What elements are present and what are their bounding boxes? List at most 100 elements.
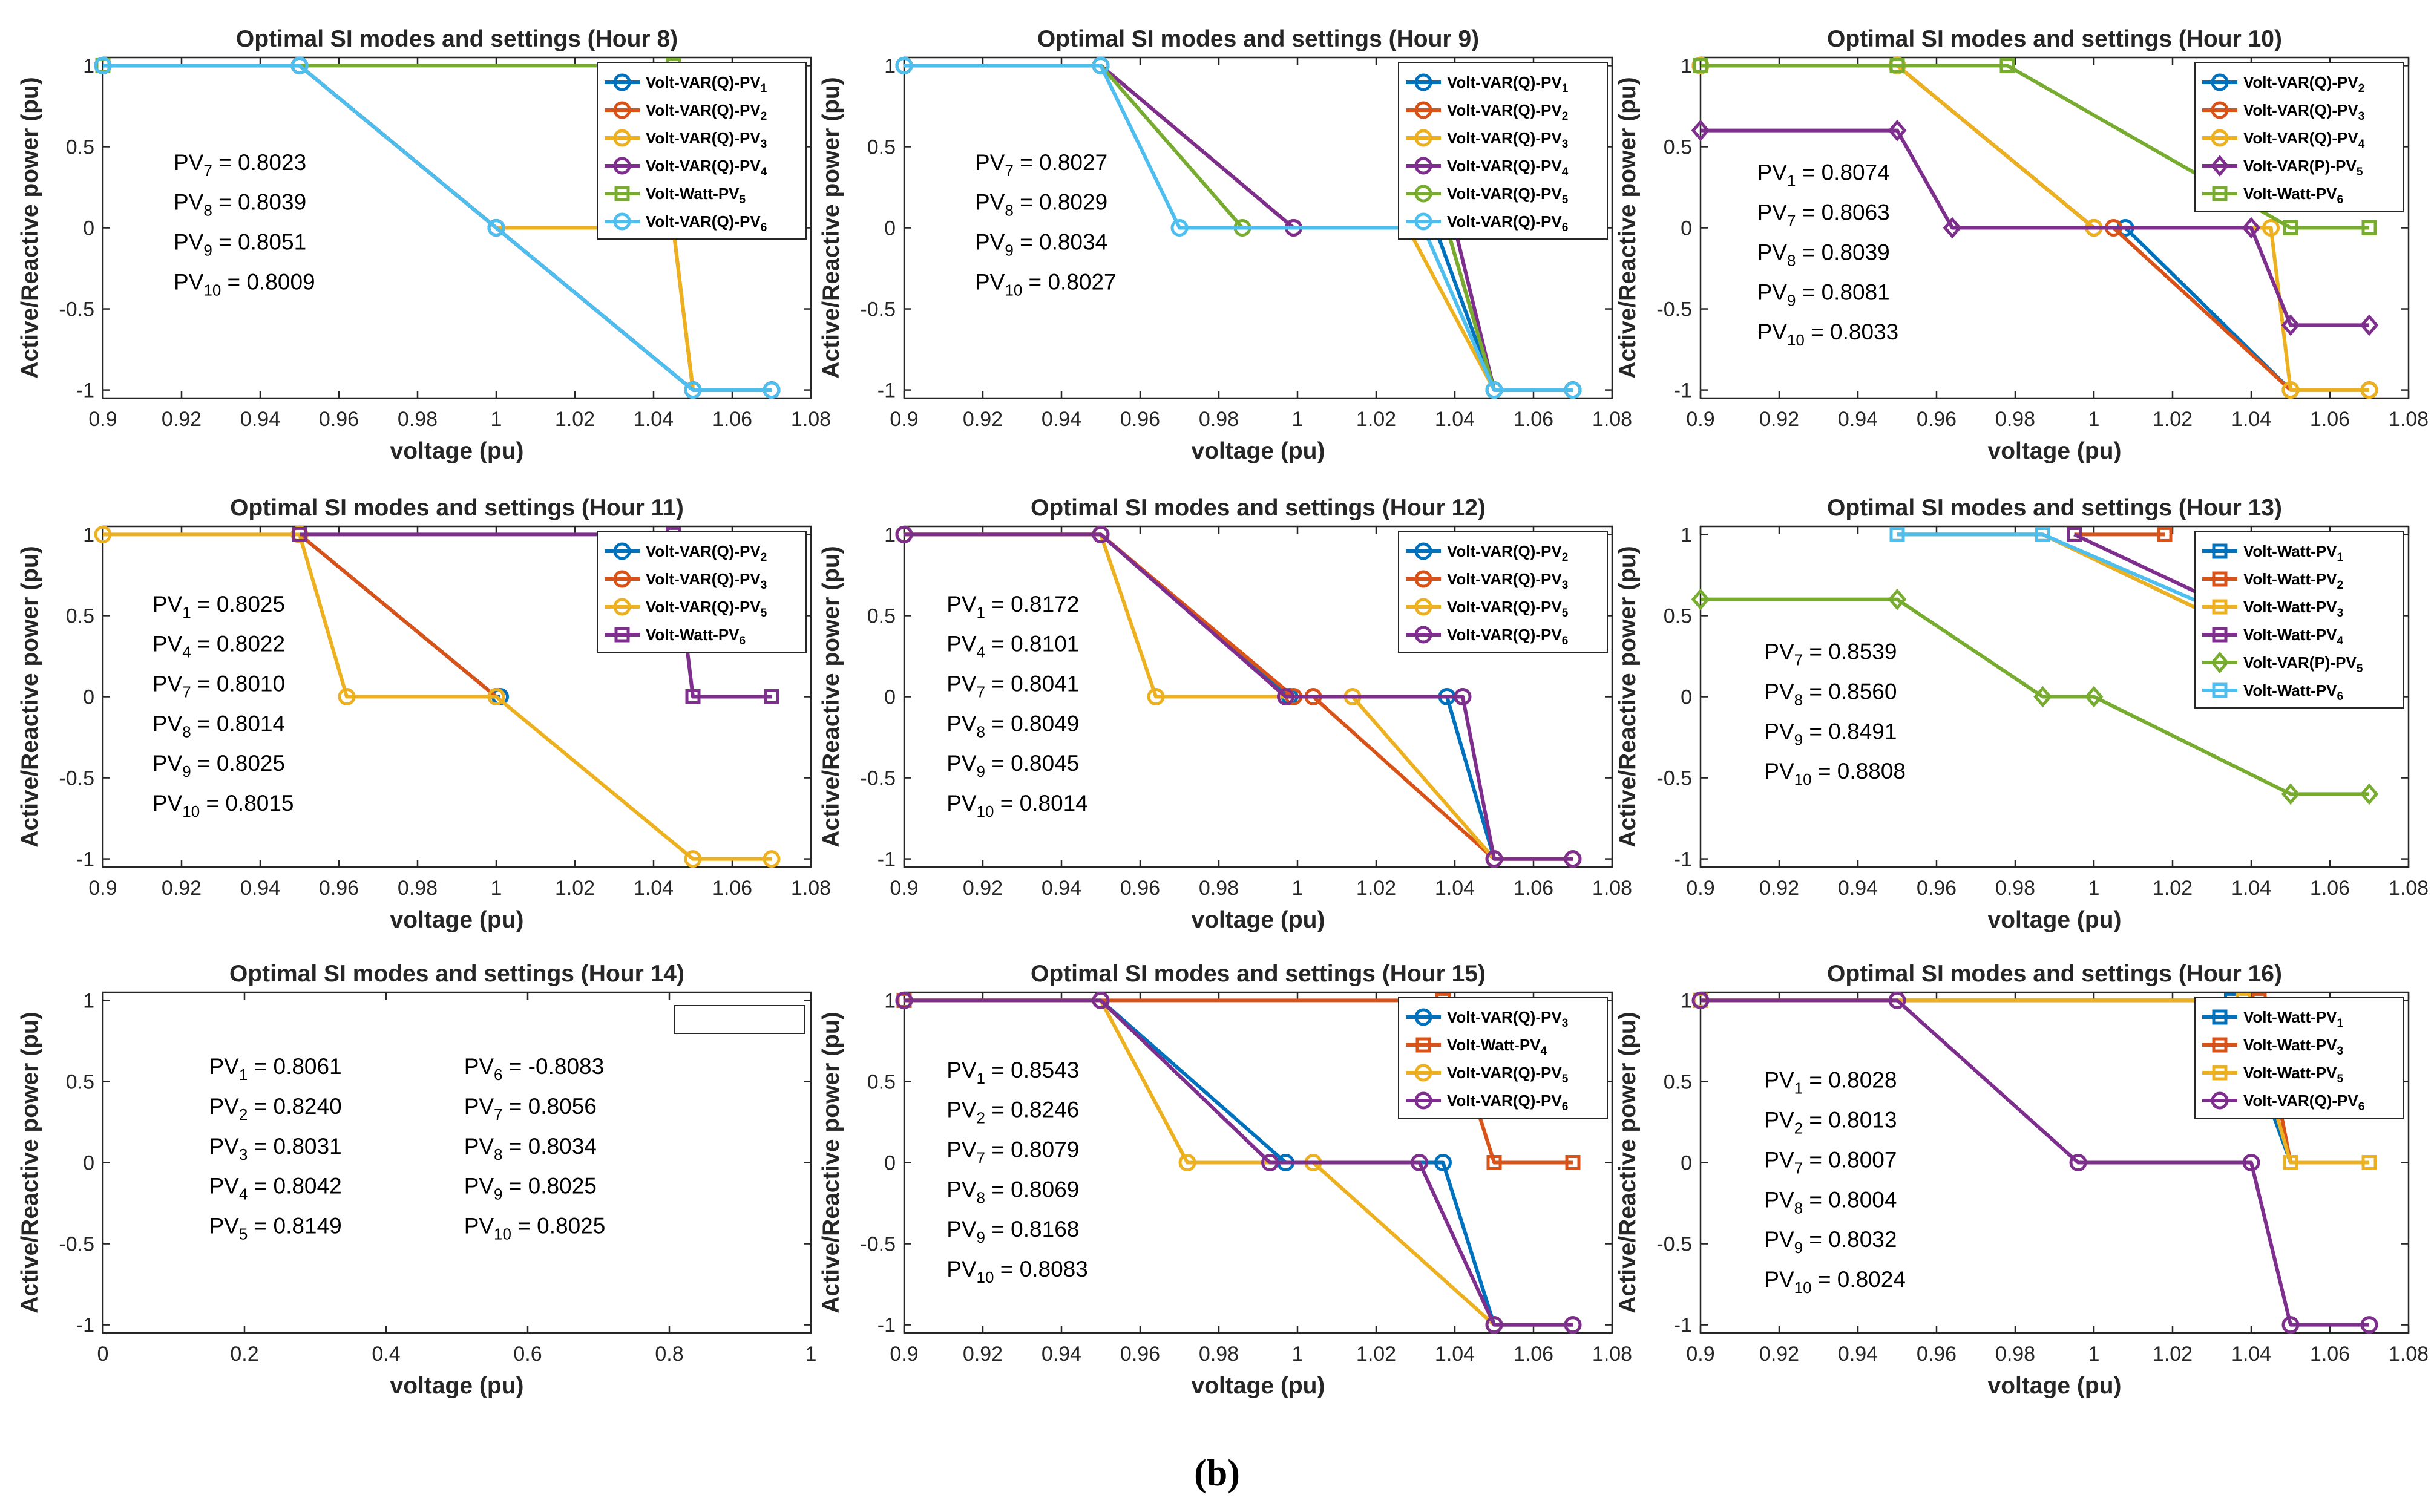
legend-swatch-marker bbox=[1414, 570, 1432, 588]
y-axis-label: Active/Reactive power (pu) bbox=[1615, 77, 1641, 378]
data-point bbox=[763, 850, 781, 868]
legend-entry: Volt-VAR(Q)-PV4 bbox=[2243, 129, 2365, 151]
x-tick-label: 0.96 bbox=[1120, 408, 1160, 431]
legend-entry: Volt-Watt-PV6 bbox=[2243, 681, 2343, 703]
legend-swatch-marker bbox=[1414, 73, 1432, 91]
legend-entry: Volt-VAR(Q)-PV3 bbox=[2243, 101, 2364, 123]
legend-entry: Volt-VAR(Q)-PV5 bbox=[1447, 598, 1569, 620]
x-tick-label: 1.08 bbox=[2389, 877, 2429, 900]
x-tick-label: 0.92 bbox=[963, 877, 1003, 900]
legend-swatch-marker bbox=[2210, 155, 2229, 177]
data-point bbox=[685, 689, 701, 704]
legend-swatch-marker bbox=[613, 73, 631, 91]
legend-entry: Volt-Watt-PV3 bbox=[2243, 1036, 2343, 1058]
plot-area bbox=[102, 991, 812, 1334]
pv-annotation: PV9 = 0.8032 bbox=[1764, 1227, 1897, 1257]
pv-annotation: PV2 = 0.8013 bbox=[1764, 1108, 1897, 1137]
chart-panel-1: Optimal SI modes and settings (Hour 8) 0.… bbox=[17, 26, 831, 464]
pv-annotation: PV7 = 0.8041 bbox=[946, 671, 1079, 701]
data-point bbox=[895, 991, 913, 1009]
legend-swatch-marker bbox=[1414, 157, 1432, 175]
x-tick-label: 0.92 bbox=[963, 408, 1003, 431]
series-line-volt-var-q-pv6 bbox=[904, 998, 1573, 1327]
y-tick-label: -0.5 bbox=[59, 298, 94, 321]
x-axis-label: voltage (pu) bbox=[1988, 438, 2122, 464]
legend: Volt-Watt-PV1 Volt-Watt-PV2 Volt-Watt-PV3 V… bbox=[2194, 531, 2404, 709]
legend-entry: Volt-VAR(Q)-PV2 bbox=[646, 542, 767, 564]
x-tick-label: 0.94 bbox=[240, 877, 280, 900]
y-tick-label: -0.5 bbox=[59, 1233, 94, 1256]
pv-annotation: PV8 = 0.8039 bbox=[174, 190, 306, 220]
legend-entry: Volt-VAR(Q)-PV6 bbox=[646, 212, 767, 234]
data-point bbox=[1485, 1316, 1503, 1334]
x-axis-label: voltage (pu) bbox=[390, 438, 524, 464]
series-line-volt-var-q-pv6 bbox=[904, 532, 1573, 861]
legend-swatch-marker bbox=[2212, 1065, 2228, 1081]
x-tick-label: 1.04 bbox=[2231, 1343, 2271, 1366]
legend-swatch-marker bbox=[2211, 101, 2229, 119]
legend-swatch-marker bbox=[613, 101, 631, 119]
x-tick-label: 1.08 bbox=[1592, 1343, 1632, 1366]
x-tick-label: 0.2 bbox=[230, 1343, 258, 1366]
y-tick-label: 0 bbox=[884, 217, 896, 240]
x-tick-label: 1.04 bbox=[1435, 1343, 1475, 1366]
y-axis-label: Active/Reactive power (pu) bbox=[1615, 546, 1641, 847]
pv-annotation: PV3 = 0.8031 bbox=[209, 1134, 342, 1163]
x-tick-label: 1.04 bbox=[634, 408, 674, 431]
legend-entry: Volt-Watt-PV1 bbox=[2243, 1008, 2344, 1030]
y-tick-label: -1 bbox=[877, 1314, 896, 1337]
x-tick-label: 1.06 bbox=[2310, 877, 2350, 900]
y-tick-label: -1 bbox=[877, 379, 896, 402]
data-point bbox=[684, 850, 702, 868]
x-tick-label: 1.08 bbox=[2389, 1343, 2429, 1366]
legend: Volt-VAR(Q)-PV2 Volt-VAR(Q)-PV3 Volt-VAR(Q… bbox=[2194, 62, 2404, 212]
x-tick-label: 1.02 bbox=[555, 877, 595, 900]
legend-swatch-marker bbox=[2212, 599, 2228, 615]
data-point bbox=[1261, 1154, 1279, 1171]
y-tick-label: 0 bbox=[884, 686, 896, 709]
y-axis-label: Active/Reactive power (pu) bbox=[1615, 1012, 1641, 1313]
x-tick-label: 1.02 bbox=[1356, 408, 1396, 431]
legend: Volt-VAR(Q)-PV3 Volt-Watt-PV4 Volt-VAR(Q)-… bbox=[1398, 997, 1608, 1119]
data-point bbox=[1454, 688, 1472, 705]
x-tick-label: 0.9 bbox=[88, 877, 117, 900]
x-tick-label: 0.94 bbox=[1042, 877, 1081, 900]
x-tick-label: 1.06 bbox=[1514, 408, 1553, 431]
legend-entry: Volt-VAR(Q)-PV3 bbox=[1447, 570, 1568, 592]
legend-swatch-marker bbox=[1414, 1064, 1432, 1082]
x-tick-label: 0.98 bbox=[398, 408, 438, 431]
x-tick-label: 0.96 bbox=[1917, 408, 1957, 431]
data-point bbox=[2361, 220, 2377, 235]
x-tick-label: 1.02 bbox=[1356, 877, 1396, 900]
y-tick-label: 0.5 bbox=[66, 1070, 94, 1093]
y-tick-label: -1 bbox=[76, 1314, 94, 1337]
data-point bbox=[1889, 57, 1905, 73]
data-point bbox=[1486, 1155, 1502, 1170]
data-point bbox=[1147, 688, 1165, 705]
legend-entry: Volt-VAR(Q)-PV4 bbox=[1447, 157, 1569, 178]
pv-annotation: PV1 = 0.8543 bbox=[946, 1058, 1079, 1087]
pv-annotation: PV4 = 0.8042 bbox=[209, 1174, 342, 1203]
y-tick-label: 1 bbox=[1681, 989, 1692, 1012]
y-tick-label: -0.5 bbox=[59, 767, 94, 790]
legend-box bbox=[2194, 531, 2404, 709]
series-group bbox=[895, 56, 1582, 399]
legend: Volt-VAR(Q)-PV2 Volt-VAR(Q)-PV3 Volt-VAR(Q… bbox=[1398, 531, 1608, 653]
legend-swatch-marker bbox=[1414, 1091, 1432, 1110]
data-point bbox=[2360, 1316, 2378, 1334]
pv-annotation: PV9 = 0.8081 bbox=[1757, 280, 1890, 309]
y-tick-label: 0 bbox=[83, 1152, 94, 1175]
chart-title: Optimal SI modes and settings (Hour 9) bbox=[1037, 26, 1479, 52]
x-tick-label: 1.06 bbox=[2310, 1343, 2350, 1366]
data-point bbox=[1943, 217, 1962, 239]
legend-swatch-marker bbox=[613, 212, 631, 231]
x-tick-label: 1 bbox=[2088, 408, 2100, 431]
pv-annotation: PV9 = 0.8051 bbox=[174, 230, 306, 260]
x-tick-label: 0.9 bbox=[1686, 877, 1714, 900]
legend-box bbox=[674, 1005, 805, 1034]
x-tick-label: 0.98 bbox=[1199, 1343, 1239, 1366]
x-tick-label: 0.92 bbox=[162, 877, 202, 900]
pv-annotation: PV4 = 0.8101 bbox=[946, 632, 1079, 661]
x-tick-label: 0.92 bbox=[963, 1343, 1003, 1366]
legend-entry: Volt-VAR(Q)-PV2 bbox=[1447, 542, 1568, 564]
